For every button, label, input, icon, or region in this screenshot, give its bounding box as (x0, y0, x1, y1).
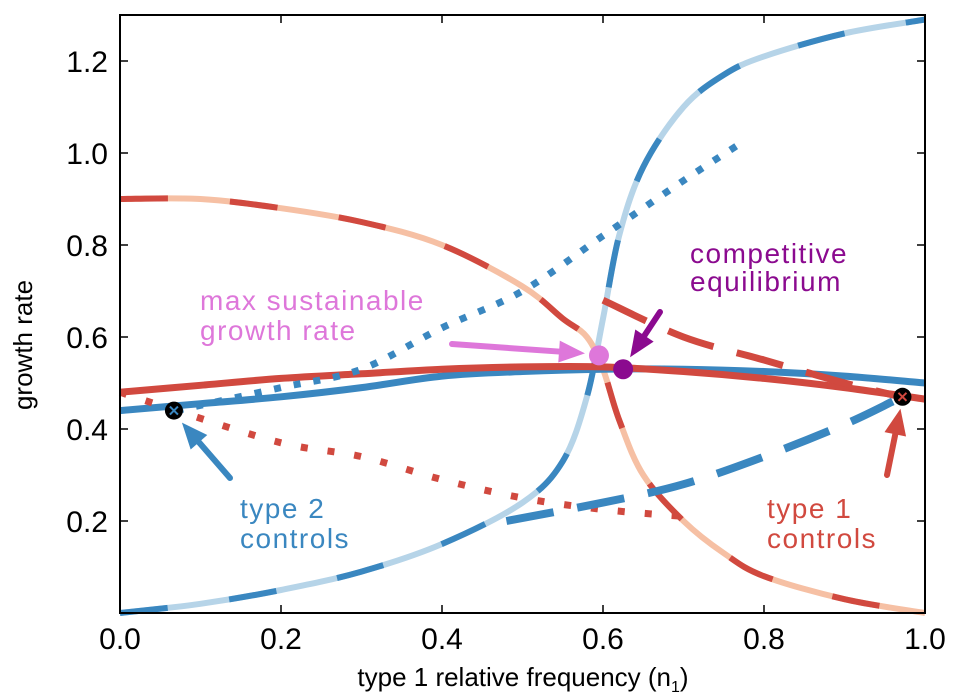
x-axis-label: type 1 relative frequency (n1) (357, 662, 688, 696)
series-line-red-dotted (118, 388, 684, 520)
y-tick-label: 0.4 (66, 414, 108, 447)
x-axis-ticks: 0.0 0.2 0.4 0.6 0.8 1.0 (99, 15, 946, 656)
arrow-max-sustainable (449, 340, 585, 363)
y-tick-label: 1.2 (66, 46, 108, 79)
point-purple-dot-3 (613, 359, 634, 380)
x-tick-label: 0.4 (421, 623, 463, 656)
plot-frame (119, 14, 926, 614)
series-line-blue-dotted (175, 140, 742, 415)
annotation-arrows (181, 309, 907, 481)
x-tick-label: 1.0 (904, 623, 946, 656)
x-tick-label: 0.8 (743, 623, 785, 656)
series-line-blue-long-dashed (505, 397, 895, 525)
annotation-type2-controls: type 2 controls (240, 493, 350, 554)
arrow-type1-controls (884, 408, 907, 478)
point-black-x-marker-1 (893, 387, 912, 406)
series-line-red-solid (119, 362, 926, 403)
annotation-type1-controls: type 1 controls (767, 493, 877, 554)
x-tick-label: 0.2 (260, 623, 302, 656)
y-axis-label: growth rate (8, 280, 38, 410)
annotation-texts: max sustainable growth rate competitive equ… (200, 238, 877, 554)
x-tick-label: 0.0 (99, 623, 141, 656)
y-tick-label: 0.8 (66, 230, 108, 263)
point-pink-dot-2 (588, 345, 609, 366)
plot-points (164, 345, 912, 420)
series-line-red-long-dashed (601, 297, 902, 401)
y-tick-label: 1.0 (66, 138, 108, 171)
series-line-blue-solid (119, 365, 926, 415)
plot-lines (118, 16, 926, 616)
y-tick-label: 0.2 (66, 506, 108, 539)
x-tick-label: 0.6 (582, 623, 624, 656)
y-axis-ticks: 0.2 0.4 0.6 0.8 1.0 1.2 (66, 46, 925, 539)
arrow-type2-controls (181, 422, 233, 481)
annotation-competitive-equilibrium: competitive equilibrium (690, 238, 848, 297)
series-line-light-orange-solid-with-dark-red-dashes-overlay (119, 195, 926, 616)
annotation-max-sustainable-growth-rate: max sustainable growth rate (200, 285, 425, 346)
y-tick-label: 0.6 (66, 322, 108, 355)
arrow-competitive-equilibrium (630, 309, 663, 358)
point-black-x-marker-0 (164, 401, 183, 420)
